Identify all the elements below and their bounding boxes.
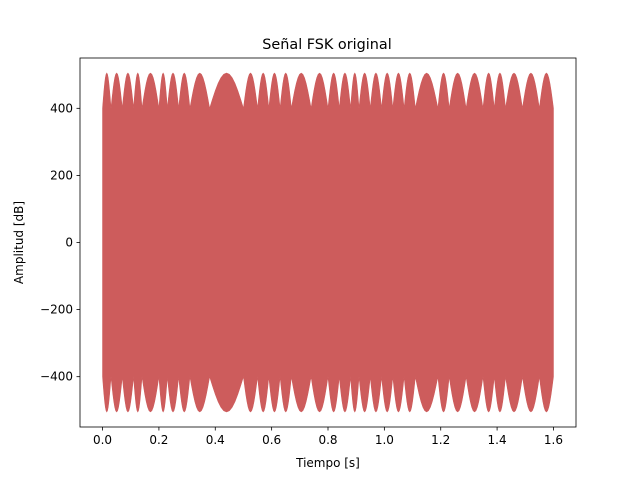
x-tick-label: 1.4	[488, 433, 507, 447]
y-tick-label: 200	[50, 168, 73, 182]
signal-series	[102, 72, 554, 413]
x-tick-label: 0.8	[318, 433, 337, 447]
y-tick-label: −200	[40, 303, 73, 317]
y-axis: −400 −200 0 200 400	[40, 101, 80, 384]
y-tick-label: −400	[40, 370, 73, 384]
chart-title: Señal FSK original	[262, 37, 391, 53]
y-tick-label: 0	[65, 236, 73, 250]
x-tick-label: 1.2	[431, 433, 450, 447]
x-tick-label: 1.0	[375, 433, 394, 447]
x-tick-label: 0.6	[262, 433, 281, 447]
x-axis-label: Tiempo [s]	[295, 456, 360, 470]
x-tick-label: 1.6	[544, 433, 563, 447]
axes-frame	[79, 57, 577, 428]
plot-area	[102, 72, 554, 413]
y-axis-label: Amplitud [dB]	[12, 201, 26, 284]
y-tick-label: 400	[50, 101, 73, 115]
x-tick-label: 0.0	[93, 433, 112, 447]
x-tick-label: 0.2	[149, 433, 168, 447]
x-axis: 0.0 0.2 0.4 0.6 0.8 1.0 1.2 1.4 1.6	[93, 427, 563, 447]
x-tick-label: 0.4	[206, 433, 225, 447]
